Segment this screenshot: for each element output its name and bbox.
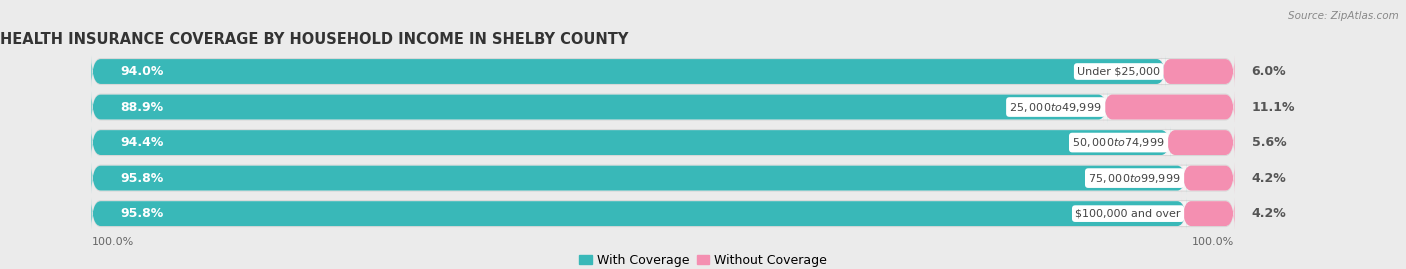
Text: Source: ZipAtlas.com: Source: ZipAtlas.com — [1288, 11, 1399, 21]
Text: 100.0%: 100.0% — [1192, 237, 1234, 247]
FancyBboxPatch shape — [91, 199, 1234, 229]
Text: 94.0%: 94.0% — [120, 65, 163, 78]
Text: $25,000 to $49,999: $25,000 to $49,999 — [1010, 101, 1102, 114]
FancyBboxPatch shape — [1166, 127, 1234, 158]
Legend: With Coverage, Without Coverage: With Coverage, Without Coverage — [574, 249, 832, 269]
FancyBboxPatch shape — [91, 56, 1234, 86]
Text: 11.1%: 11.1% — [1251, 101, 1295, 114]
FancyBboxPatch shape — [91, 127, 1171, 158]
FancyBboxPatch shape — [91, 162, 1234, 194]
Text: $100,000 and over: $100,000 and over — [1076, 209, 1181, 219]
FancyBboxPatch shape — [91, 91, 1108, 123]
Text: 95.8%: 95.8% — [120, 172, 163, 185]
FancyBboxPatch shape — [91, 198, 1187, 230]
Text: $75,000 to $99,999: $75,000 to $99,999 — [1088, 172, 1181, 185]
Text: 95.8%: 95.8% — [120, 207, 163, 220]
Text: 4.2%: 4.2% — [1251, 172, 1286, 185]
Text: 88.9%: 88.9% — [120, 101, 163, 114]
FancyBboxPatch shape — [91, 91, 1234, 123]
Text: 4.2%: 4.2% — [1251, 207, 1286, 220]
FancyBboxPatch shape — [1182, 162, 1234, 194]
FancyBboxPatch shape — [1182, 198, 1234, 230]
Text: 6.0%: 6.0% — [1251, 65, 1286, 78]
FancyBboxPatch shape — [1161, 55, 1234, 87]
Text: 5.6%: 5.6% — [1251, 136, 1286, 149]
FancyBboxPatch shape — [91, 128, 1234, 157]
FancyBboxPatch shape — [91, 127, 1234, 158]
FancyBboxPatch shape — [91, 92, 1234, 122]
Text: 94.4%: 94.4% — [120, 136, 163, 149]
FancyBboxPatch shape — [91, 198, 1234, 230]
Text: 100.0%: 100.0% — [91, 237, 134, 247]
Text: $50,000 to $74,999: $50,000 to $74,999 — [1073, 136, 1164, 149]
FancyBboxPatch shape — [91, 163, 1234, 193]
FancyBboxPatch shape — [91, 162, 1187, 194]
FancyBboxPatch shape — [91, 55, 1234, 87]
FancyBboxPatch shape — [91, 55, 1166, 87]
Text: HEALTH INSURANCE COVERAGE BY HOUSEHOLD INCOME IN SHELBY COUNTY: HEALTH INSURANCE COVERAGE BY HOUSEHOLD I… — [0, 32, 628, 47]
Text: Under $25,000: Under $25,000 — [1077, 66, 1160, 76]
FancyBboxPatch shape — [1104, 91, 1234, 123]
